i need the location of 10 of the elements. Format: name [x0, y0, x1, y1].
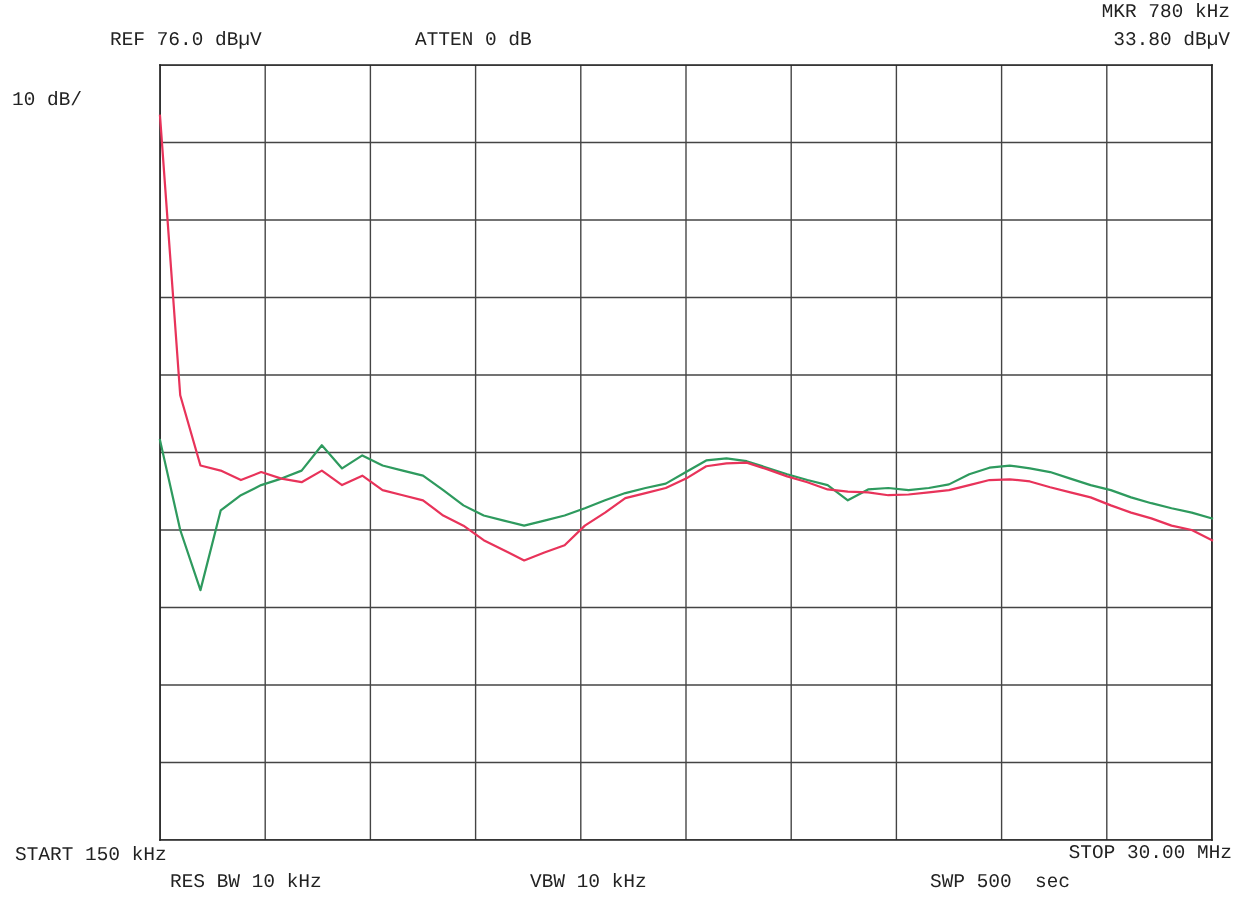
text: START 150 kHz	[15, 845, 166, 861]
text: SWP 500 sec	[930, 874, 1069, 888]
text: VBW 10 kHz	[530, 872, 646, 888]
text: REF 76.0 dBµV	[111, 30, 262, 49]
text: MKR 780 kHz	[1102, 2, 1229, 18]
text: RES BW 10 kHz	[171, 872, 321, 888]
text: STOP 30.00 MHz	[1069, 845, 1231, 859]
text: 33.80 dBµV	[1114, 30, 1230, 49]
text: 10 dB/	[13, 90, 81, 106]
text: ATTEN 0 dB	[415, 30, 531, 46]
